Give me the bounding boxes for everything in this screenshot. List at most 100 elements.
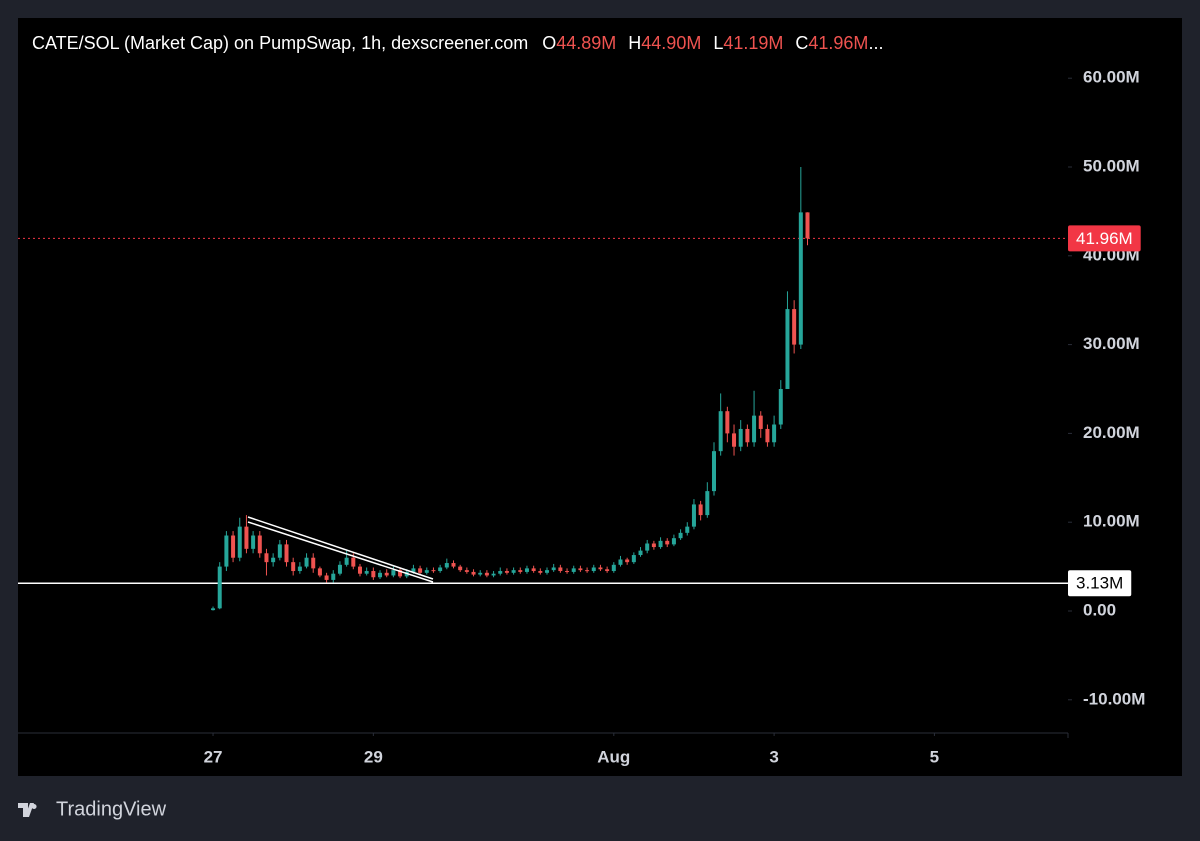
chart-panel [18,18,1182,776]
candle-body [464,570,469,572]
candle-body [638,550,643,556]
candle-body [658,540,663,548]
candle-body [251,535,256,549]
candle-body [558,567,563,572]
candle-body [678,532,683,539]
candle-body [331,573,336,580]
candle-body [792,309,797,345]
legend-key: H [628,33,641,53]
candle-body [484,572,489,576]
y-tick-label: -10.00M [1083,689,1145,708]
candle-body [752,415,757,443]
candle-body [498,571,503,574]
candle-body [711,451,716,492]
trend-line [247,516,434,580]
x-tick-label: 3 [769,747,778,766]
y-tick-label: 0.00 [1083,600,1116,619]
candle-body [645,543,650,551]
candle-body [491,573,496,576]
candle-body [224,535,229,567]
candle-body [691,504,696,527]
candle-body [705,491,710,516]
candle-body [277,544,282,558]
trend-lines [247,516,434,583]
logo-icon [18,803,37,817]
candle-body [618,559,623,565]
candle-body [244,526,249,549]
brand: TradingView [56,798,167,820]
candle-body [591,567,596,572]
candle-body [571,568,576,572]
y-tick-label: 20.00M [1083,423,1140,442]
candle-body [371,571,376,578]
candle-body [458,566,463,571]
x-tick-label: 27 [204,747,223,766]
candle-body [732,433,737,447]
candle-body [772,424,777,443]
candle-body [431,570,436,572]
candle-body [798,212,803,345]
candle-body [671,538,676,545]
y-tick-label: 10.00M [1083,512,1140,531]
candle-body [297,566,302,572]
candle-body [598,567,603,570]
candle-body [264,553,269,563]
candle-body [745,428,750,443]
candle-body [718,411,723,452]
candle-body [424,570,429,573]
tv-logo: TradingView [18,798,167,820]
candle-body [291,562,296,572]
candle-body [364,571,369,574]
candle-body [631,555,636,563]
candle-body [685,526,690,533]
candle-body [418,568,423,573]
candle-body [344,557,349,565]
candle-body [585,570,590,572]
legend-key: C [795,33,808,53]
candle-body [551,567,556,571]
y-tick-label: 60.00M [1083,68,1140,87]
candle-body [605,569,610,572]
candle-body [785,309,790,389]
candle-body [478,572,483,575]
candle-body [651,543,656,548]
candle-body [211,608,216,611]
legend-key: O [542,33,556,53]
candle-body [337,564,342,574]
legend-value: 41.19M [723,33,783,53]
candle-body [231,535,236,558]
price-label: 41.96M [1076,229,1133,248]
candle-body [765,428,770,443]
candle-body [317,568,322,576]
y-tick-label: 30.00M [1083,334,1140,353]
candle-body [698,504,703,516]
price-label-bg [1068,225,1141,252]
price-label-bg [1068,570,1132,597]
candle-body [531,568,536,572]
candle-body [438,567,443,572]
candle-body [518,570,523,572]
trend-line [247,521,434,583]
candle-body [611,564,616,572]
legend-key: L [713,33,723,53]
legend-more: ... [868,33,883,53]
candle-body [725,411,730,434]
x-tick-label: Aug [597,747,630,766]
candle-body [324,575,329,580]
y-tick-label: 50.00M [1083,156,1140,175]
candle-body [217,566,222,609]
candle-body [565,571,570,573]
candle-body [378,572,383,578]
candle-body [304,557,309,567]
candle-body [384,572,389,576]
x-tick-label: 29 [364,747,383,766]
candle-body [758,415,763,429]
candle-body [471,571,476,575]
candle-body [538,571,543,573]
price-label: 3.13M [1076,574,1123,593]
candle-body [738,428,743,447]
candle-body [451,563,456,567]
candle-body [545,570,550,573]
